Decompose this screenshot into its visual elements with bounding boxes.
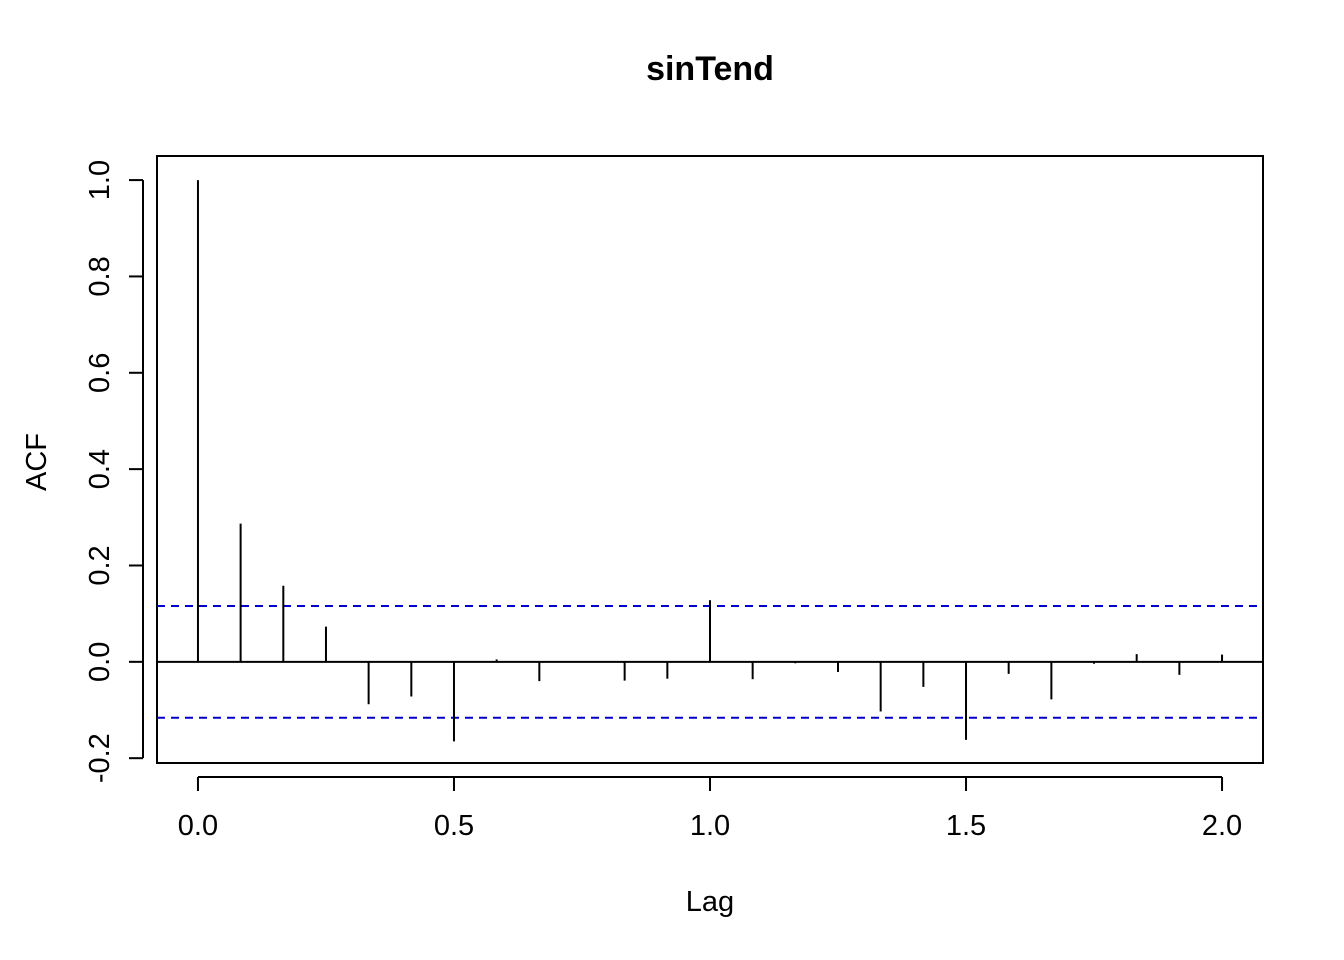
plot-marks (157, 180, 1263, 742)
y-tick-label: 0.2 (84, 545, 116, 585)
y-tick-label: 0.6 (84, 353, 116, 393)
x-tick-label: 2.0 (1202, 810, 1242, 842)
y-axis: -0.2 0.0 0.2 0.4 0.6 0.8 1.0 (84, 160, 144, 783)
x-tick-label: 1.0 (690, 810, 730, 842)
chart-title: sinTend (646, 50, 774, 88)
x-axis: 0.0 0.5 1.0 1.5 2.0 (178, 776, 1242, 842)
x-axis-label: Lag (686, 886, 734, 918)
y-tick-label: 1.0 (84, 160, 116, 200)
plot-frame (156, 155, 1264, 764)
x-tick-label: 0.5 (434, 810, 474, 842)
y-tick-label: 0.0 (84, 642, 116, 682)
x-tick-label: 0.0 (178, 810, 218, 842)
y-tick-label: 0.8 (84, 256, 116, 296)
y-tick-label: 0.4 (84, 449, 116, 489)
y-axis-label: ACF (21, 433, 53, 491)
x-tick-label: 1.5 (946, 810, 986, 842)
y-tick-label: -0.2 (84, 733, 116, 783)
